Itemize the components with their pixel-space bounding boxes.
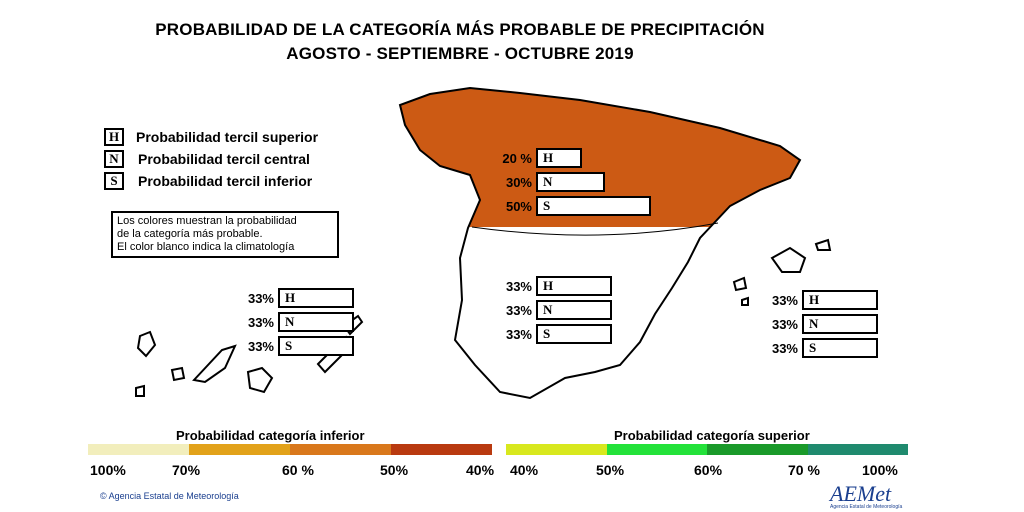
bar-n: N: [536, 300, 612, 320]
note-line: El color blanco indica la climatología: [117, 241, 295, 253]
legend-item-h: H Probabilidad tercil superior: [104, 126, 318, 148]
scale-inferior-segment: [189, 444, 290, 455]
bar-s: S: [536, 196, 651, 216]
region-baleares: [732, 238, 832, 306]
scale-superior-segment: [506, 444, 607, 455]
scale-inferior-tick: 60 %: [282, 462, 314, 478]
scale-inferior-tick: 70%: [172, 462, 201, 478]
pct-h: 20 %: [502, 150, 532, 166]
pct-s: 33%: [771, 340, 798, 356]
scale-inferior-title: Probabilidad categoría inferior: [176, 428, 365, 443]
scale-inferior-segment: [88, 444, 189, 455]
scale-superior-segment: [807, 444, 908, 455]
scale-inferior-tick: 100%: [90, 462, 126, 478]
bar-n: N: [536, 172, 605, 192]
pct-s: 50%: [505, 198, 532, 214]
pct-h: 33%: [247, 290, 274, 306]
map-subtitle: AGOSTO - SEPTIEMBRE - OCTUBRE 2019: [286, 44, 634, 63]
pct-s: 33%: [505, 326, 532, 342]
probability-stack-center: 33% H 33% N 33% S: [492, 274, 612, 346]
note-line: Los colores muestran la probabilidad: [117, 215, 297, 227]
scale-superior-tick: 100%: [862, 462, 898, 478]
pct-n: 33%: [247, 314, 274, 330]
agency-credit: © Agencia Estatal de Meteorología: [100, 491, 239, 501]
pct-h: 33%: [771, 292, 798, 308]
bar-n: N: [278, 312, 354, 332]
color-note: Los colores muestran la probabilidad de …: [111, 211, 339, 258]
map-title: PROBABILIDAD DE LA CATEGORÍA MÁS PROBABL…: [155, 20, 765, 39]
legend-letter-h: H: [104, 128, 124, 146]
scale-inferior-segment: [290, 444, 391, 455]
scale-superior-tick: 40%: [510, 462, 539, 478]
pct-s: 33%: [247, 338, 274, 354]
legend-letter-n: N: [104, 150, 124, 168]
scale-superior-tick: 70 %: [788, 462, 820, 478]
scale-superior-tick: 50%: [596, 462, 625, 478]
scale-superior-tick: 60%: [694, 462, 723, 478]
bar-s: S: [278, 336, 354, 356]
agency-name: Agencia Estatal de Meteorología: [108, 491, 239, 501]
scale-superior-title: Probabilidad categoría superior: [614, 428, 810, 443]
scale-inferior-tick: 40%: [466, 462, 495, 478]
probability-stack-canarias: 33% H 33% N 33% S: [234, 286, 354, 358]
region-divider: [471, 222, 719, 236]
legend-label-h: Probabilidad tercil superior: [136, 129, 319, 145]
note-line: de la categoría más probable.: [117, 228, 263, 240]
aemet-logo: AEMet: [830, 481, 892, 506]
scale-inferior-segment: [391, 444, 492, 455]
bar-h: H: [802, 290, 878, 310]
probability-stack-baleares: 33% H 33% N 33% S: [758, 288, 878, 360]
bar-s: S: [536, 324, 612, 344]
bar-n: N: [802, 314, 878, 334]
copyright-icon: ©: [100, 491, 107, 501]
scale-superior-segment: [707, 444, 808, 455]
legend-item-s: S Probabilidad tercil inferior: [104, 170, 312, 192]
bar-h: H: [536, 276, 612, 296]
pct-n: 33%: [771, 316, 798, 332]
aemet-logo-subtitle: Agencia Estatal de Meteorología: [830, 504, 903, 510]
probability-stack-north: 20 % H 30% N 50% S: [492, 146, 651, 218]
legend-letter-s: S: [104, 172, 124, 190]
pct-h: 33%: [505, 278, 532, 294]
scale-inferior: [88, 444, 492, 455]
scale-superior-segment: [606, 444, 707, 455]
legend-item-n: N Probabilidad tercil central: [104, 148, 310, 170]
legend-label-n: Probabilidad tercil central: [138, 151, 310, 167]
pct-n: 30%: [505, 174, 532, 190]
scale-inferior-tick: 50%: [380, 462, 409, 478]
bar-h: H: [536, 148, 582, 168]
legend-label-s: Probabilidad tercil inferior: [138, 173, 313, 189]
pct-n: 33%: [505, 302, 532, 318]
bar-h: H: [278, 288, 354, 308]
bar-s: S: [802, 338, 878, 358]
scale-superior: [506, 444, 908, 455]
